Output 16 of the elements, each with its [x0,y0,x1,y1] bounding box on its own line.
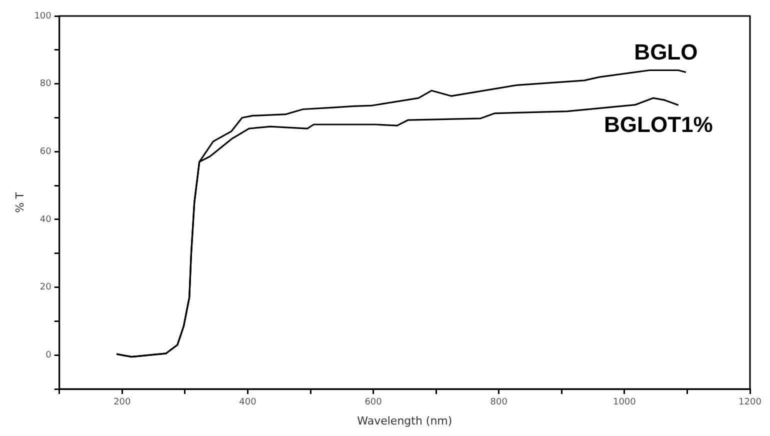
x-axis-title: Wavelength (nm) [357,414,452,428]
y-axis-title: % T [13,192,26,213]
x-tick-label: 200 [114,398,132,408]
y-tick-label: 40 [40,214,52,225]
x-tick-label: 600 [364,398,382,408]
y-tick-label: 100 [34,11,52,22]
y-tick-label: 80 [40,79,52,90]
x-tick-label: 1000 [612,398,636,408]
series-label: BGLO [634,39,698,64]
x-tick-label: 1200 [738,398,762,408]
series-label: BGLOT1% [604,112,713,138]
y-tick-label: 60 [40,146,52,157]
y-tick-label: 20 [40,282,52,293]
y-tick-label: 0 [46,350,52,360]
x-tick-label: 400 [239,398,257,408]
x-tick-label: 800 [490,398,508,408]
